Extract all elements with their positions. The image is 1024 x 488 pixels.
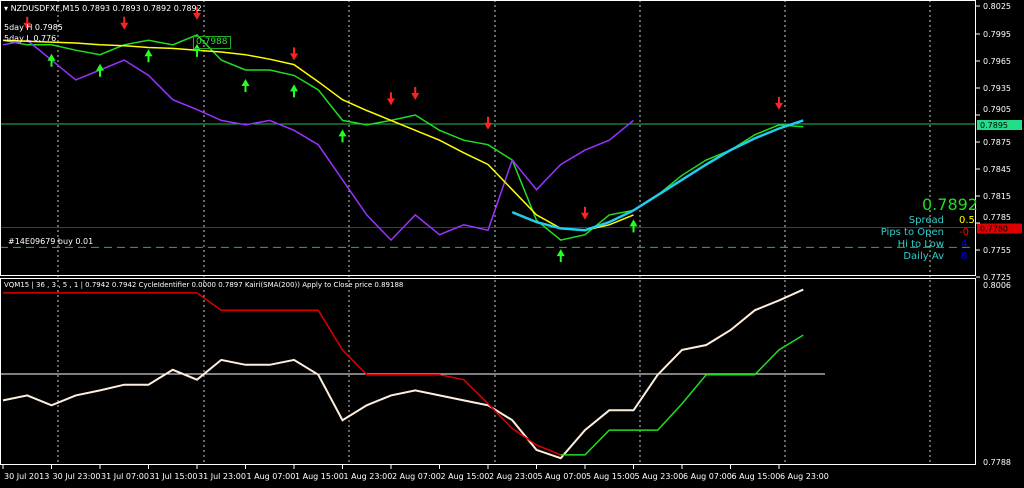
y-tick-label: 0.7965 [983,57,1011,66]
x-tick-label: 2 Aug 15:00 [441,472,490,481]
x-tick-label: 30 Jul 2013 [4,472,49,481]
y-tick-label: 0.7995 [983,30,1011,39]
info-pips-label: Pips to Open [880,227,944,238]
x-tick-label: 30 Jul 23:00 [53,472,101,481]
x-tick-label: 1 Aug 23:00 [344,472,393,481]
price-tag [977,120,1022,131]
sell-arrow-icon [411,87,420,101]
indicator-series-line-1 [3,292,562,456]
order-label[interactable]: #14E09679 buy 0.01 [8,237,94,246]
x-tick-label: 31 Jul 15:00 [150,472,198,481]
buy-arrow-icon [556,249,565,263]
x-tick-label: 6 Aug 23:00 [780,472,829,481]
grid-separators [0,0,975,465]
dropdown-icon[interactable]: ▾ [4,4,9,13]
sell-arrow-icon [484,116,492,130]
info-hilo-value: 4 [961,239,968,250]
indicator-series-line-0 [2,288,804,460]
info-daily-label: Daily Av [903,251,944,262]
sub-y-tick-label: 0.8006 [983,281,1011,290]
indicator-header: VQM15 | 36 , 3 , 5 , 1 | 0.7942 0.7942 C… [4,281,404,289]
buy-arrow-icon [144,49,153,63]
y-tick-label: 0.7815 [983,192,1011,201]
sub-panel-frame [0,278,976,465]
info-hilo-label: Hi to Low [897,239,944,250]
x-tick-label: 31 Jul 23:00 [198,472,246,481]
x-tick-label: 2 Aug 07:00 [392,472,441,481]
info-spread-label: Spread [908,215,944,226]
buy-arrow-icon [629,219,638,233]
x-tick-label: 5 Aug 23:00 [635,472,684,481]
x-tick-label: 31 Jul 07:00 [101,472,149,481]
buy-arrow-icon [193,43,201,57]
price-tag-label: 0.7895 [980,121,1008,130]
info-pips-value: -0 [959,227,969,238]
x-tick-label: 6 Aug 15:00 [732,472,781,481]
indicator-series-line-2 [560,334,804,456]
x-tick-label: 5 Aug 15:00 [586,472,635,481]
price-series-line-1 [2,39,634,242]
sell-arrow-icon [581,206,589,220]
y-tick-label: 0.7905 [983,105,1011,114]
ohlc-values: 0.7893 0.7893 0.7892 0.7892 [82,4,202,13]
x-tick-label: 2 Aug 23:00 [489,472,538,481]
y-tick-label: 0.7875 [983,138,1011,147]
x-tick-label: 5 Aug 07:00 [538,472,587,481]
price-box-label: 0.7988 [193,36,231,49]
sell-arrow-icon [120,16,129,30]
sell-arrow-icon [775,96,783,110]
info-daily-value: 8 [961,251,968,262]
signal-arrows [23,6,783,263]
five-day-low-label: 5day L 0.776 [4,34,57,43]
info-spread-value: 0.5 [959,215,975,226]
buy-arrow-icon [338,129,347,143]
sell-arrow-icon [23,16,32,30]
x-tick-label: 1 Aug 07:00 [247,472,296,481]
main-price-plot [2,34,804,242]
sell-arrow-icon [387,92,395,106]
sell-arrow-icon [193,6,201,20]
x-tick-label: 6 Aug 07:00 [683,472,732,481]
five-day-high-label: 5day H 0.7985 [4,23,63,32]
y-tick-label: 0.8025 [983,2,1011,11]
indicator-plot [2,288,804,460]
main-panel-frame [0,0,976,276]
price-tag [977,223,1022,234]
info-current-price: 0.7892 [922,195,978,214]
price-tag-label: 0.7780 [980,225,1008,234]
price-series-line-3 [511,119,804,232]
buy-arrow-icon [241,79,250,93]
symbol-timeframe: NZDUSDFXF,M15 [10,4,80,13]
y-tick-label: 0.7755 [983,246,1011,255]
price-series-line-0 [2,34,804,241]
sub-y-tick-label: 0.7788 [983,458,1011,467]
y-tick-label: 0.7785 [983,213,1011,222]
y-tick-label: 0.7845 [983,165,1011,174]
buy-arrow-icon [47,53,56,67]
y-tick-label: 0.7935 [983,84,1011,93]
chart-title: ▾ NZDUSDFXF,M15 0.7893 0.7893 0.7892 0.7… [4,4,202,14]
buy-arrow-icon [96,63,104,77]
sell-arrow-icon [290,47,298,61]
x-tick-label: 1 Aug 15:00 [295,472,344,481]
buy-arrow-icon [290,84,298,98]
price-series-line-2 [2,39,634,231]
y-tick-label: 0.7725 [983,273,1011,282]
